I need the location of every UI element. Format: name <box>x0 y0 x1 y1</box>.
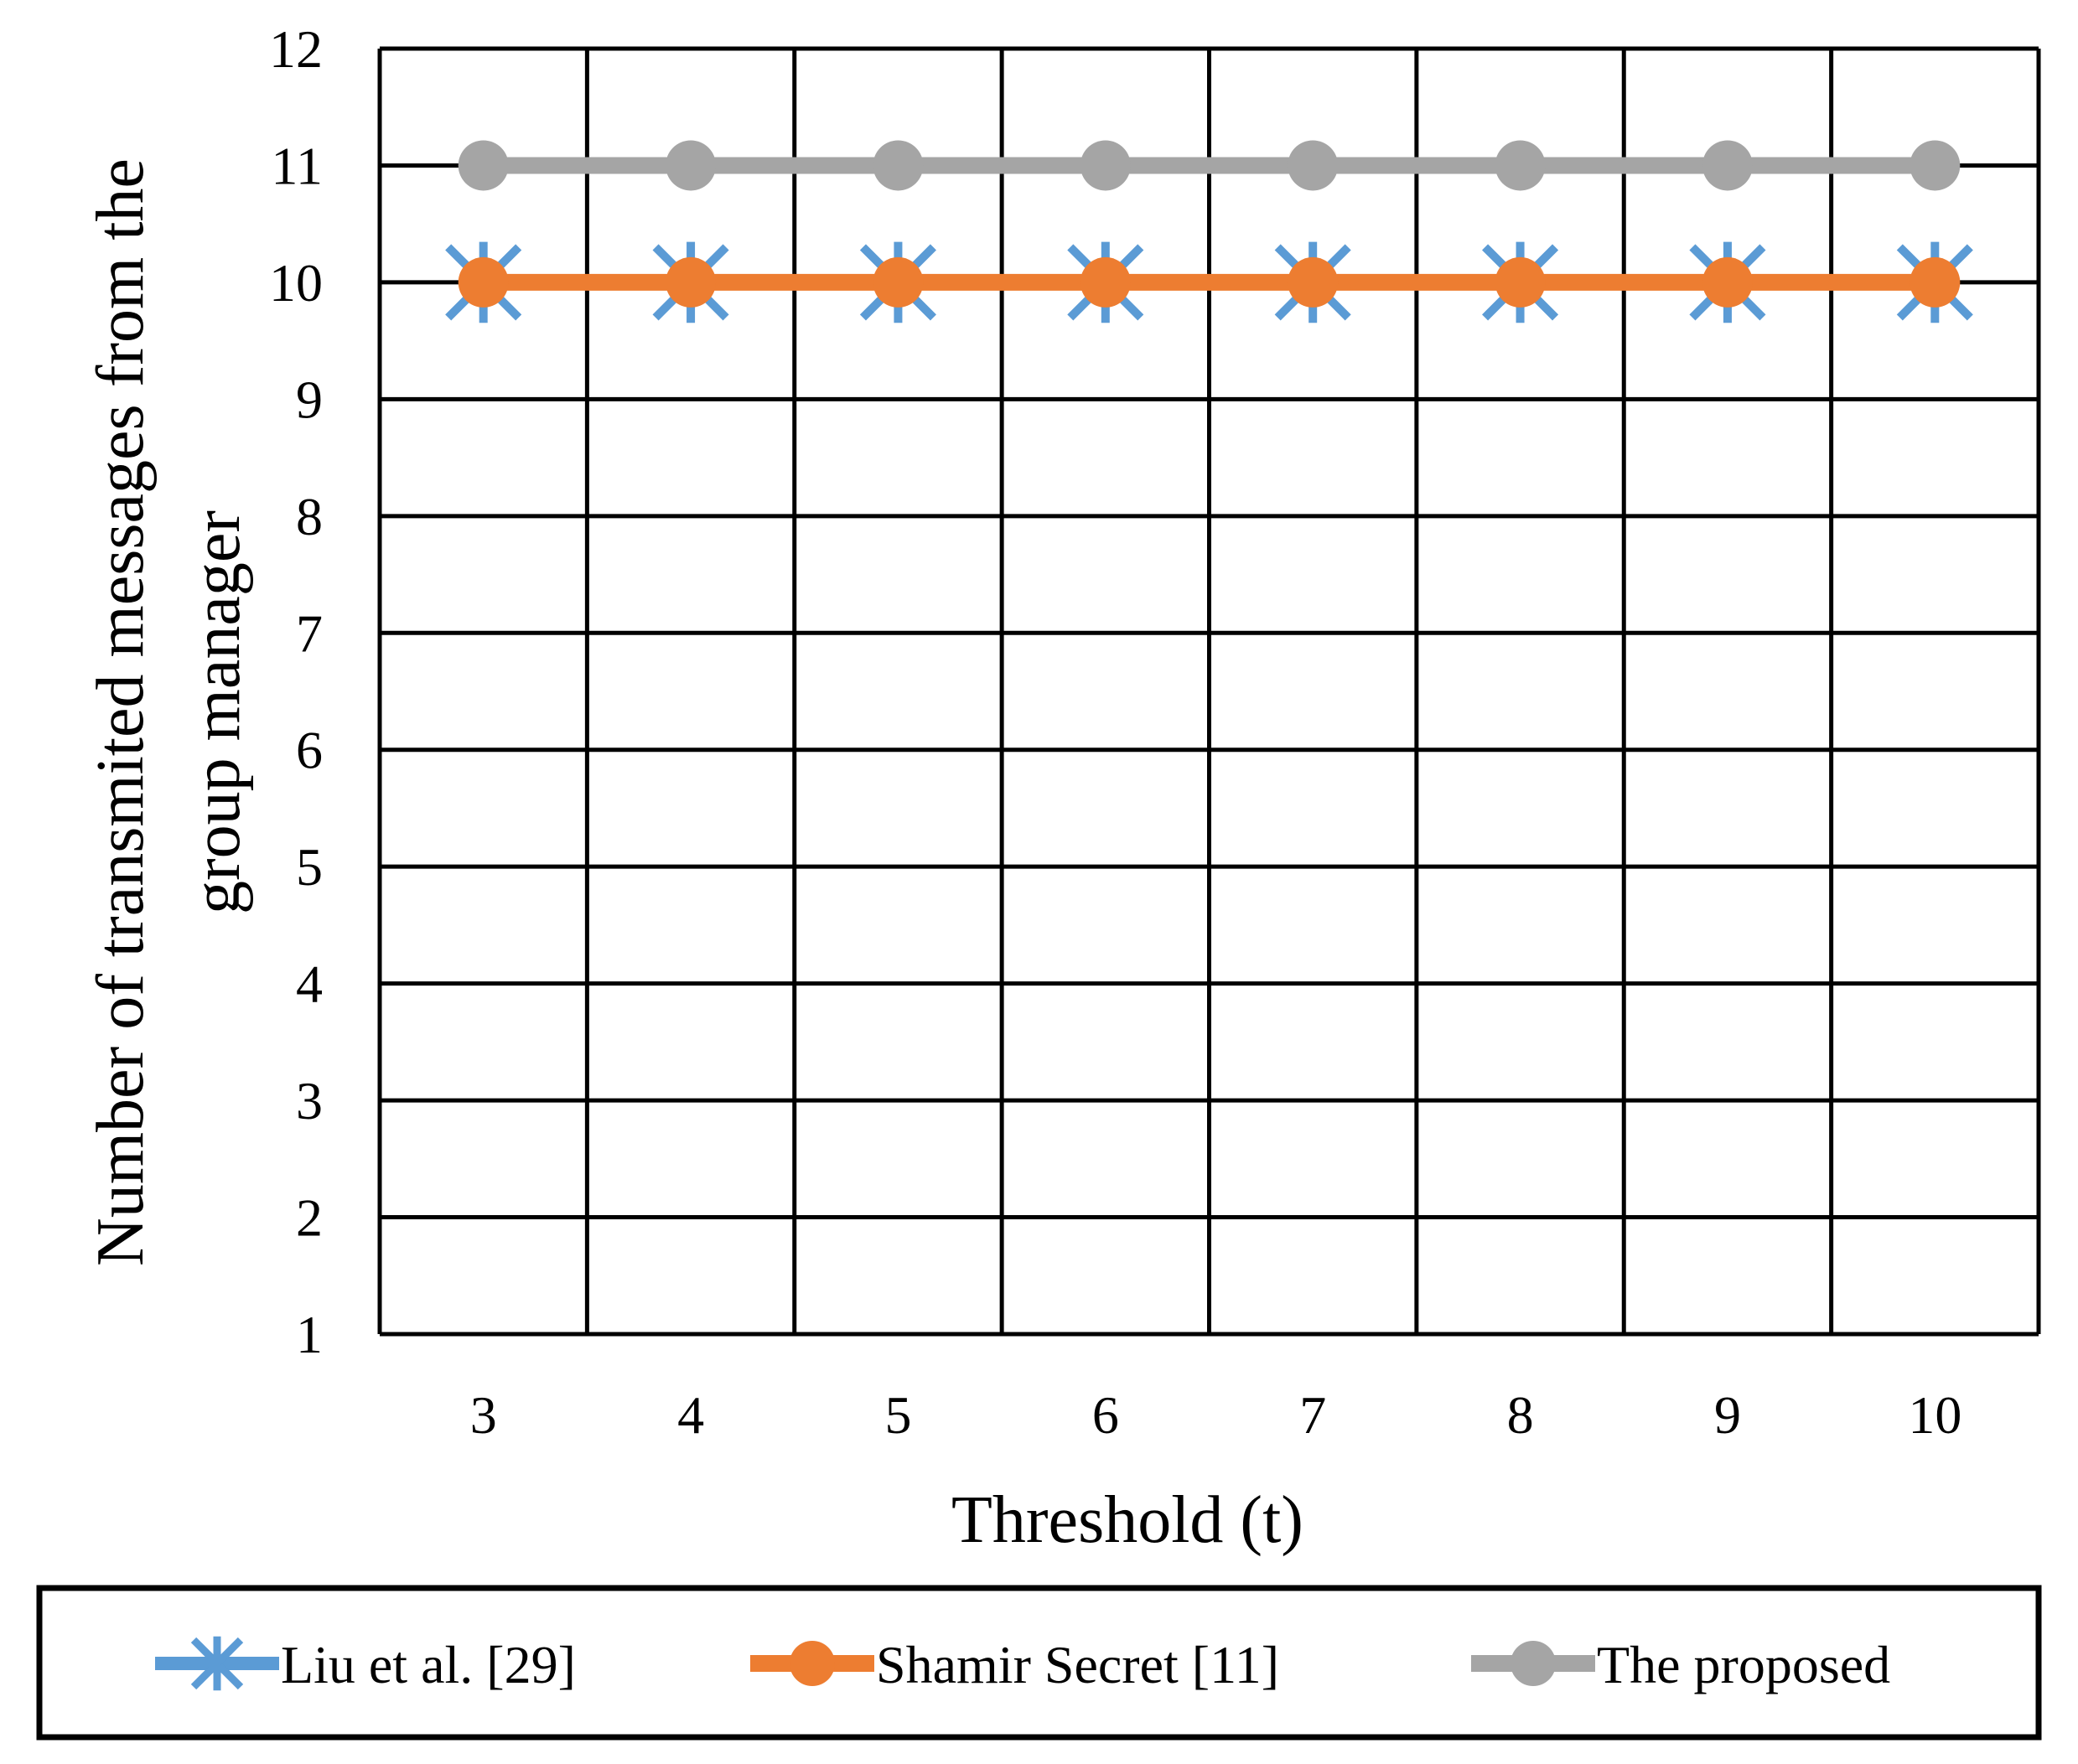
series-2 <box>458 256 1961 308</box>
y-axis-title-line-1: Number of transmited messages from the <box>84 158 158 1266</box>
y-tick-label: 4 <box>296 954 323 1014</box>
series-marker-circle <box>1910 140 1961 191</box>
series-marker-circle <box>1702 256 1753 308</box>
series-marker-asterisk <box>190 1636 244 1691</box>
series-marker-circle <box>873 256 924 308</box>
series-marker-circle <box>1702 140 1753 191</box>
series-marker-circle <box>666 256 717 308</box>
y-tick-label: 9 <box>296 370 323 429</box>
y-tick-label: 11 <box>271 136 323 195</box>
x-axis-tick-labels: 3 4 5 6 7 8 9 10 <box>470 1385 1962 1445</box>
x-axis-title: Threshold (t) <box>951 1483 1303 1557</box>
x-tick-label: 6 <box>1092 1385 1119 1445</box>
y-axis-title: Number of transmited messages from the g… <box>84 158 254 1266</box>
y-tick-label: 2 <box>296 1188 323 1248</box>
series-marker-circle <box>458 140 509 191</box>
y-tick-label: 3 <box>296 1071 323 1130</box>
y-tick-label: 8 <box>296 487 323 546</box>
x-tick-label: 7 <box>1299 1385 1326 1445</box>
series-marker-circle <box>1080 140 1131 191</box>
x-tick-label: 3 <box>470 1385 497 1445</box>
chart-grid <box>377 46 2041 1337</box>
legend: Liu et al. [29] Shamir Secret [11] The pro… <box>155 1635 1890 1694</box>
series-marker-circle <box>1288 140 1339 191</box>
legend-item-3: The proposed <box>1471 1635 1890 1694</box>
x-tick-label: 9 <box>1714 1385 1741 1445</box>
legend-label: Liu et al. [29] <box>281 1635 576 1694</box>
series-marker-circle <box>1910 256 1961 308</box>
x-tick-label: 4 <box>677 1385 704 1445</box>
series-marker-circle <box>1288 256 1339 308</box>
y-tick-label: 5 <box>296 837 323 897</box>
y-tick-label: 12 <box>269 19 323 79</box>
series-marker-circle <box>666 140 717 191</box>
legend-item-1: Liu et al. [29] <box>155 1635 576 1694</box>
legend-box <box>36 1585 2042 1741</box>
chart-series <box>445 140 1973 323</box>
series-marker-circle <box>1080 256 1131 308</box>
legend-label: The proposed <box>1597 1635 1890 1694</box>
legend-label: Shamir Secret [11] <box>876 1635 1279 1694</box>
y-tick-label: 10 <box>269 253 323 313</box>
series-marker-circle <box>873 140 924 191</box>
series-marker-circle <box>1495 140 1546 191</box>
legend-item-2: Shamir Secret [11] <box>750 1635 1279 1694</box>
series-marker-circle <box>1495 256 1546 308</box>
y-axis-title-line-2: group manager <box>180 510 254 914</box>
legend-marker <box>790 1641 835 1686</box>
y-tick-label: 6 <box>296 721 323 780</box>
y-tick-label: 7 <box>296 603 323 663</box>
series-marker-circle <box>458 256 509 308</box>
x-tick-label: 5 <box>884 1385 911 1445</box>
x-tick-label: 10 <box>1908 1385 1961 1445</box>
x-tick-label: 8 <box>1507 1385 1534 1445</box>
series-3 <box>458 140 1961 191</box>
y-tick-label: 1 <box>296 1305 323 1364</box>
legend-marker <box>1511 1641 1556 1686</box>
